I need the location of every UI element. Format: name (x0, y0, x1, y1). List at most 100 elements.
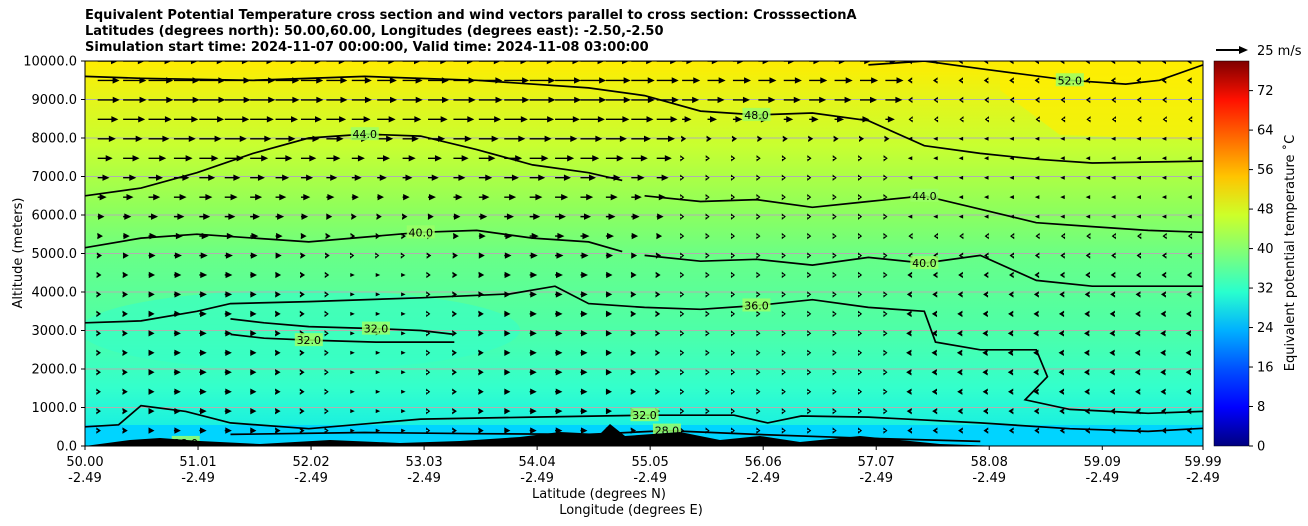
wind-vector (504, 193, 517, 201)
contour-label-bg (1055, 73, 1084, 87)
wind-vector (680, 291, 685, 298)
wind-vector (300, 213, 309, 220)
wind-vector (858, 232, 863, 240)
y-tick-label: 2000.0 (32, 363, 78, 378)
wind-vector (783, 116, 794, 123)
wind-vector (1085, 271, 1090, 279)
wind-vector (300, 96, 324, 104)
wind-vector (1086, 232, 1091, 240)
wind-vector (148, 135, 170, 143)
wind-vector (1187, 96, 1192, 104)
wind-vector (250, 310, 257, 318)
wind-vector (478, 193, 490, 201)
wind-vector (958, 96, 964, 104)
wind-vector (173, 61, 198, 65)
wind-vector (731, 155, 736, 162)
wind-vector (807, 291, 812, 298)
wind-vector (1009, 136, 1014, 141)
wind-vector (1058, 330, 1064, 337)
wind-vector (682, 77, 701, 84)
wind-vector (859, 135, 865, 143)
wind-vector (1060, 136, 1065, 141)
wind-vector (680, 407, 685, 415)
wind-vector (781, 369, 786, 376)
wind-vector (529, 174, 546, 181)
wind-vector (375, 292, 381, 297)
wind-vector (932, 291, 938, 298)
wind-vector (350, 331, 355, 336)
wind-vector (730, 330, 736, 337)
wind-vector (932, 407, 938, 415)
wind-vector (504, 388, 511, 395)
wind-vector (680, 252, 685, 259)
wind-vector (350, 272, 355, 277)
wind-vector (426, 369, 431, 376)
wind-vector (250, 330, 257, 337)
wind-vector (1060, 252, 1065, 259)
wind-vector (1034, 195, 1040, 200)
wind-vector (984, 116, 989, 123)
wind-vector (933, 232, 939, 240)
wind-vector (504, 135, 526, 143)
wind-vector (300, 271, 306, 279)
wind-vector (1010, 232, 1015, 240)
wind-vector (730, 388, 736, 395)
wind-vector (832, 213, 837, 220)
wind-vector (655, 291, 661, 298)
wind-vector (858, 330, 863, 337)
wind-vector (275, 232, 283, 240)
wind-vector (555, 310, 563, 318)
wind-vector (478, 369, 484, 376)
contour-label: 48.0 (744, 109, 769, 122)
wind-vector (1033, 291, 1039, 298)
wind-vector (906, 310, 912, 318)
wind-vector (504, 77, 530, 84)
wind-vector (402, 116, 422, 123)
contour-label-bg (361, 321, 390, 335)
wind-vector (275, 388, 281, 395)
wind-vector (580, 61, 605, 65)
wind-vector (555, 213, 566, 220)
wind-vector (428, 155, 442, 162)
wind-vector (555, 77, 582, 84)
wind-vector (807, 388, 812, 395)
wind-vector (123, 174, 137, 181)
wind-vector (173, 116, 199, 123)
wind-vector (326, 135, 344, 143)
wind-vector (631, 116, 654, 123)
wind-vector (1160, 388, 1166, 395)
wind-vector (478, 252, 485, 259)
wind-vector (250, 174, 265, 181)
wind-key-arrowhead (1239, 46, 1248, 54)
wind-vector (97, 61, 119, 65)
y-axis: 0.0 1000.0 2000.0 3000.0 4000.0 5000.0 6000.0 7… (23, 55, 85, 455)
colorbar-label: Equivalent potential temperature ˚C (1282, 135, 1298, 371)
wind-vector (1187, 252, 1192, 259)
wind-vector (781, 330, 786, 337)
wind-vector (148, 330, 155, 337)
wind-vector (982, 330, 988, 337)
wind-vector (504, 407, 511, 415)
wind-vector (224, 116, 250, 123)
wind-vector (300, 155, 317, 162)
wind-vector (931, 310, 938, 318)
wind-vector (97, 174, 110, 181)
wind-vector (428, 61, 448, 65)
colorbar (1213, 60, 1250, 447)
wind-vector (275, 193, 287, 201)
wind-vector (1162, 232, 1167, 240)
wind-vector (807, 427, 812, 434)
wind-vector (275, 330, 281, 337)
wind-vector (402, 174, 413, 181)
wind-vector (732, 61, 745, 65)
wind-vector (705, 271, 710, 279)
wind-vector (630, 310, 637, 318)
wind-vector (401, 331, 406, 336)
wind-vector (199, 96, 226, 104)
wind-vector (931, 330, 937, 337)
wind-vector (1059, 291, 1065, 298)
wind-vector (883, 252, 888, 259)
wind-vector (730, 232, 736, 240)
wind-vector (1034, 214, 1040, 219)
wind-vector (1084, 388, 1090, 395)
